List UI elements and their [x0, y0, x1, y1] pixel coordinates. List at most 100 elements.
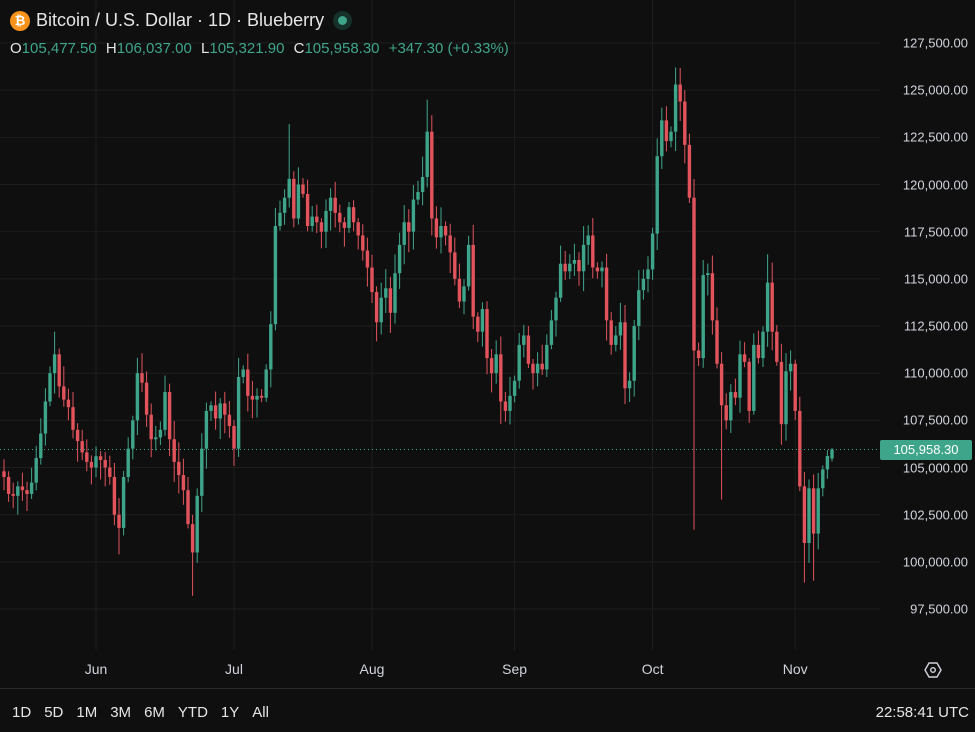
candle-up — [379, 282, 383, 335]
candle-body — [508, 395, 512, 411]
candle-body — [779, 361, 784, 425]
candle-up — [738, 340, 742, 413]
candlestick-chart[interactable] — [0, 0, 975, 688]
candle-up — [384, 269, 388, 314]
candle-body — [821, 469, 825, 489]
price-tick-label: 110,000.00 — [903, 365, 968, 381]
candle-body — [462, 286, 466, 302]
range-1d-button[interactable]: 1D — [12, 704, 32, 721]
candle-body — [453, 252, 457, 279]
candle-body — [135, 373, 140, 421]
candle-up — [126, 437, 130, 483]
price-tick-label: 115,000.00 — [903, 271, 968, 287]
candle-body — [416, 192, 420, 200]
candle-body — [319, 222, 324, 232]
candle-body — [816, 488, 820, 534]
candle-body — [94, 456, 98, 468]
range-1m-button[interactable]: 1M — [76, 704, 98, 721]
price-tick-label: 107,500.00 — [902, 412, 968, 428]
candle-down — [80, 429, 84, 461]
candle-body — [756, 344, 761, 359]
range-5d-button[interactable]: 5D — [44, 704, 64, 721]
candle-down — [103, 452, 107, 487]
candle-up — [328, 188, 333, 231]
candle-body — [121, 476, 126, 528]
candle-down — [25, 481, 29, 511]
candle-body — [710, 273, 715, 321]
price-tick-label: 112,500.00 — [903, 318, 968, 334]
candle-down — [609, 311, 613, 355]
candle-up — [825, 450, 830, 479]
candle-down — [319, 218, 324, 249]
candle-body — [522, 335, 526, 345]
candle-up — [347, 201, 351, 233]
candle-down — [11, 482, 15, 509]
range-6m-button[interactable]: 6M — [144, 704, 165, 721]
candle-body — [108, 467, 112, 477]
candle-up — [269, 311, 273, 388]
candle-body — [637, 290, 641, 327]
candle-body — [802, 486, 807, 544]
candle-body — [618, 322, 623, 336]
candle-body — [660, 120, 664, 157]
candle-body — [43, 401, 48, 434]
candle-down — [292, 171, 296, 228]
candle-down — [250, 380, 255, 419]
candle-down — [719, 352, 724, 500]
candle-body — [572, 259, 577, 264]
candle-body — [701, 275, 705, 359]
candle-down — [66, 388, 71, 421]
range-3m-button[interactable]: 3M — [110, 704, 132, 721]
candle-up — [420, 156, 425, 206]
candle-up — [637, 270, 641, 341]
candle-down — [756, 330, 761, 364]
candle-down — [485, 301, 489, 375]
bitcoin-logo-icon: ₿ — [10, 10, 30, 31]
candle-body — [825, 456, 830, 470]
range-ytd-button[interactable]: YTD — [177, 704, 208, 721]
candle-body — [715, 320, 719, 364]
close-label: C — [293, 40, 305, 57]
candle-body — [39, 433, 43, 459]
candle-body — [259, 395, 264, 398]
candle-down — [333, 181, 337, 228]
candle-body — [218, 403, 222, 419]
candle-up — [16, 481, 20, 515]
candle-up — [200, 433, 204, 513]
candle-down — [98, 451, 103, 480]
candle-body — [29, 482, 34, 494]
candle-body — [632, 326, 636, 381]
utc-clock[interactable]: 22:58:41 UTC — [875, 704, 969, 721]
price-tick-label: 97,500.00 — [910, 601, 968, 617]
price-tick-label: 125,000.00 — [902, 82, 968, 98]
symbol-header[interactable]: ₿ Bitcoin / U.S. Dollar · 1D · Blueberry — [10, 10, 348, 31]
candle-down — [2, 459, 6, 491]
candle-up — [255, 388, 259, 418]
candle-body — [646, 269, 650, 279]
settings-gear-icon[interactable] — [924, 661, 942, 679]
candle-body — [696, 350, 701, 359]
range-1y-button[interactable]: 1Y — [220, 704, 240, 721]
candle-down — [779, 343, 784, 445]
candle-body — [434, 218, 439, 238]
candle-up — [784, 353, 788, 441]
candle-down — [715, 307, 719, 369]
candle-up — [195, 488, 199, 563]
candle-up — [586, 225, 590, 265]
candle-up — [641, 269, 646, 300]
candle-down — [181, 458, 186, 505]
candle-body — [439, 226, 443, 238]
candle-down — [370, 254, 374, 303]
candle-body — [609, 320, 613, 345]
candle-up — [236, 357, 241, 457]
candle-body — [181, 475, 186, 491]
candle-down — [499, 336, 503, 425]
candle-body — [103, 459, 107, 468]
candle-down — [144, 371, 149, 427]
range-all-button[interactable]: All — [252, 704, 269, 721]
candle-body — [20, 486, 25, 491]
candle-body — [89, 461, 94, 468]
market-open-status-icon — [338, 16, 348, 25]
candle-up — [618, 302, 623, 350]
candle-body — [34, 458, 38, 483]
